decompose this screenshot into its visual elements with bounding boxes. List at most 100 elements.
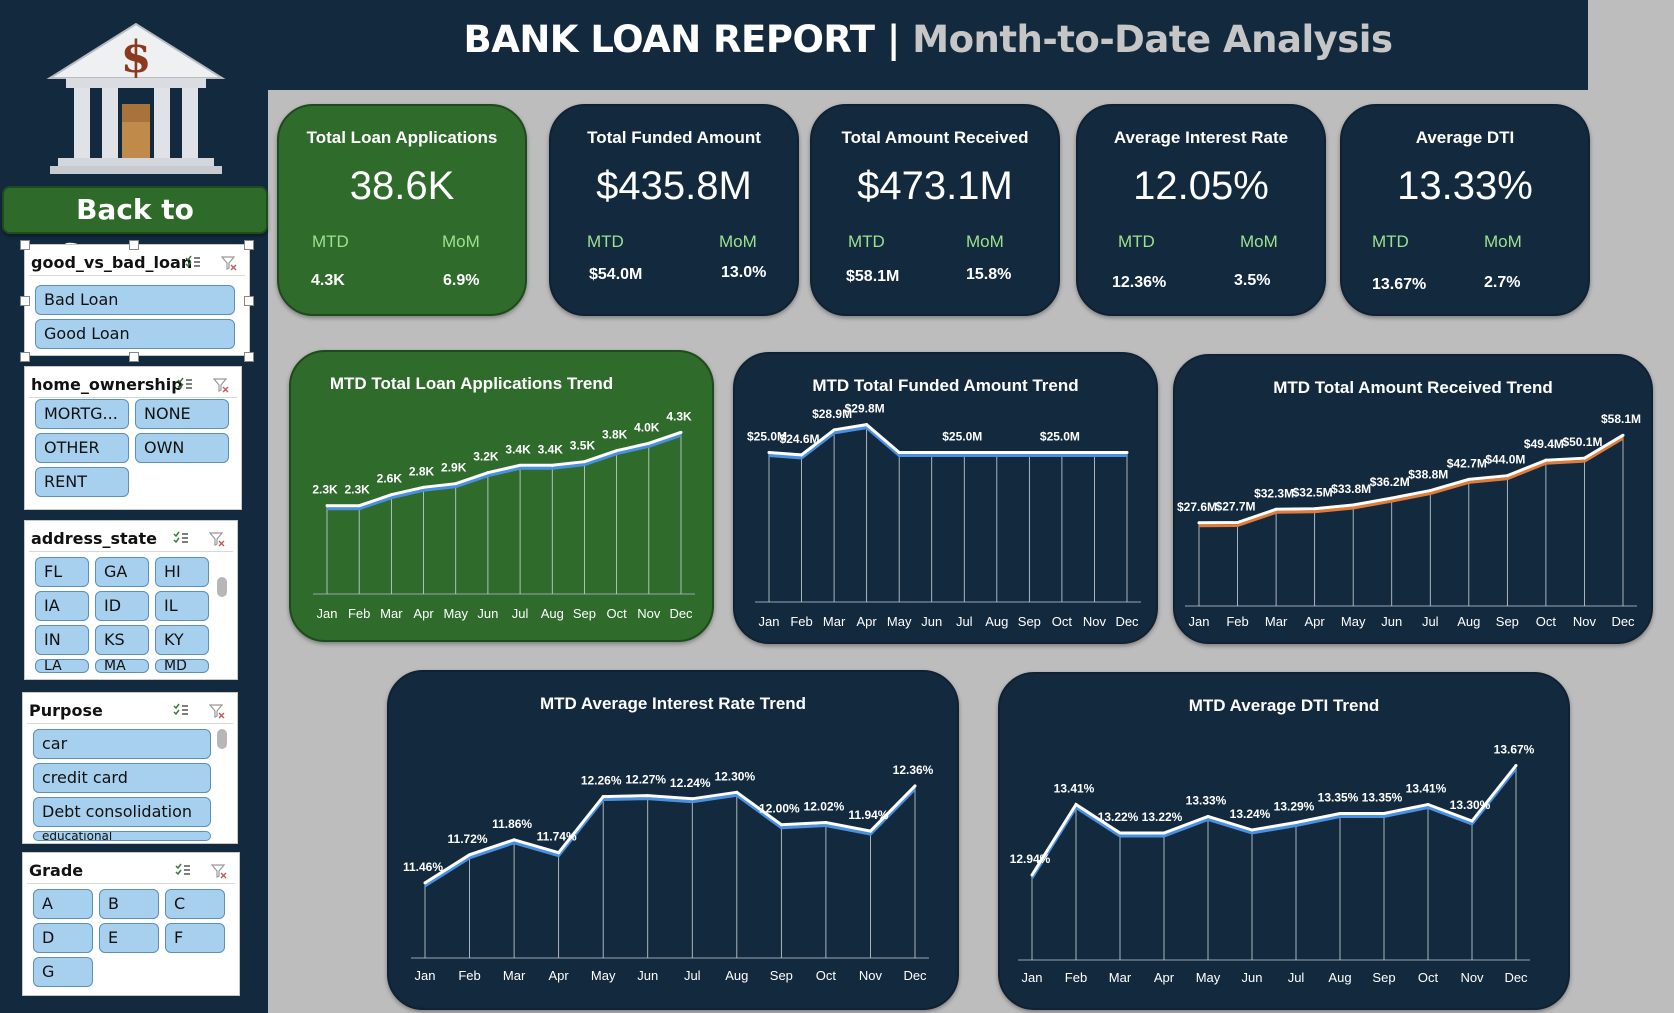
slicer-item-car[interactable]: car <box>33 729 211 759</box>
line-chart: 12.94%13.41%13.22% 13.22%13.33%13.24%13.2… <box>1010 743 1535 986</box>
slicer-item-grade-a[interactable]: A <box>33 889 93 919</box>
slicer-item-rent[interactable]: RENT <box>35 467 129 497</box>
x-tick-label: Apr <box>413 606 434 621</box>
scrollbar-thumb[interactable] <box>217 577 227 597</box>
slicer-item-md[interactable]: MD <box>155 659 209 673</box>
slicer-item-none[interactable]: NONE <box>135 399 229 429</box>
slicer-item-good-loan[interactable]: Good Loan <box>35 319 235 349</box>
clear-filter-icon[interactable] <box>221 255 237 271</box>
multi-select-icon[interactable] <box>173 531 189 545</box>
chart-panel-funded-amount: MTD Total Funded Amount Trend $25.0M $24.… <box>733 352 1158 644</box>
page-title: BANK LOAN REPORT | Month-to-Date Analysi… <box>268 18 1588 61</box>
selection-handle[interactable] <box>20 240 30 250</box>
selection-handle[interactable] <box>129 352 139 362</box>
data-point <box>832 428 836 432</box>
kpi-value: 12.05% <box>1133 164 1269 208</box>
multi-select-icon[interactable] <box>185 255 201 269</box>
x-tick-label: Aug <box>985 614 1008 629</box>
selection-handle[interactable] <box>244 296 254 306</box>
x-tick-label: Jan <box>1022 970 1043 985</box>
slicer-item-debt-consolidation[interactable]: Debt consolidation <box>33 797 211 827</box>
selection-handle[interactable] <box>129 240 139 250</box>
data-point <box>1426 803 1430 806</box>
page-title-main: BANK LOAN REPORT | <box>463 18 913 61</box>
x-tick-label: Apr <box>857 614 878 629</box>
slicer-item-credit-card[interactable]: credit card <box>33 763 211 793</box>
data-label: 13.24% <box>1230 807 1271 821</box>
kpi-mtd-label: MTD <box>848 232 885 251</box>
slicer-item-ia[interactable]: IA <box>35 591 89 621</box>
slicer-item-grade-d[interactable]: D <box>33 923 93 953</box>
selection-handle[interactable] <box>244 352 254 362</box>
kpi-value: 38.6K <box>349 164 455 208</box>
data-label: $28.9M <box>812 407 852 421</box>
data-label: $25.0M <box>747 430 787 444</box>
slicer-item-id[interactable]: ID <box>95 591 149 621</box>
kpi-title: Total Funded Amount <box>587 128 761 147</box>
slicer-item-ma[interactable]: MA <box>95 659 149 673</box>
slicer-item-grade-g[interactable]: G <box>33 957 93 987</box>
x-tick-label: Feb <box>790 614 812 629</box>
slicer-item-hi[interactable]: HI <box>155 557 209 587</box>
slicer-item-grade-f[interactable]: F <box>165 923 225 953</box>
kpi-mtd-value: 13.67% <box>1372 276 1427 293</box>
slicer-header: Purpose <box>27 697 233 724</box>
slicer-item-grade-b[interactable]: B <box>99 889 159 919</box>
data-label: 12.27% <box>625 773 666 787</box>
kpi-mom-value: 2.7% <box>1484 274 1521 291</box>
data-label: 13.35% <box>1318 791 1359 805</box>
data-point <box>422 485 426 489</box>
slicer-item-other[interactable]: OTHER <box>35 433 129 463</box>
data-point <box>1621 433 1625 437</box>
multi-select-icon[interactable] <box>173 703 189 717</box>
clear-filter-icon[interactable] <box>209 531 225 547</box>
slicer-item-mortgage[interactable]: MORTG... <box>35 399 129 429</box>
scrollbar-thumb[interactable] <box>217 729 227 749</box>
line-chart: 11.46% 11.72% 11.86% 11.74% 12.26% 12.27% 12.2… <box>403 763 934 983</box>
x-tick-label: Aug <box>1457 614 1480 629</box>
multi-select-icon[interactable] <box>177 377 193 391</box>
selection-handle[interactable] <box>20 296 30 306</box>
svg-text:$: $ <box>121 32 152 83</box>
data-point <box>1470 819 1474 823</box>
data-point <box>1505 474 1509 478</box>
data-point <box>735 790 739 794</box>
data-point <box>1274 507 1278 511</box>
slicer-title: Purpose <box>29 701 103 720</box>
slicer-item-in[interactable]: IN <box>35 625 89 655</box>
data-label: 13.22% <box>1142 810 1183 824</box>
series-line-shadow <box>768 426 1127 460</box>
series-line-shadow <box>424 787 917 888</box>
slicer-item-il[interactable]: IL <box>155 591 209 621</box>
data-label: 3.4K <box>505 442 531 456</box>
kpi-card-average-interest-rate: Average Interest Rate 12.05% MTD MoM 12.… <box>1076 104 1326 316</box>
slicer-item-grade-c[interactable]: C <box>165 889 225 919</box>
data-label: 13.41% <box>1406 782 1447 796</box>
selection-handle[interactable] <box>244 240 254 250</box>
clear-filter-icon[interactable] <box>211 863 227 879</box>
data-point <box>1250 828 1254 832</box>
data-point <box>557 851 561 855</box>
x-tick-label: Sep <box>770 968 793 983</box>
slicer-item-ks[interactable]: KS <box>95 625 149 655</box>
x-tick-label: Nov <box>1573 614 1597 629</box>
multi-select-icon[interactable] <box>175 863 191 877</box>
slicer-item-fl[interactable]: FL <box>35 557 89 587</box>
clear-filter-icon[interactable] <box>209 703 225 719</box>
kpi-mom-label: MoM <box>1484 232 1522 251</box>
slicer-item-la[interactable]: LA <box>35 659 89 673</box>
x-tick-label: Jan <box>1189 614 1210 629</box>
selection-handle[interactable] <box>20 352 30 362</box>
data-point <box>865 423 869 427</box>
kpi-mom-label: MoM <box>1240 232 1278 251</box>
slicer-item-own[interactable]: OWN <box>135 433 229 463</box>
slicer-item-educational[interactable]: educational <box>33 831 211 841</box>
slicer-item-ky[interactable]: KY <box>155 625 209 655</box>
grade-slicer: Grade A B C D E F G <box>22 852 240 996</box>
slicer-item-grade-e[interactable]: E <box>99 923 159 953</box>
back-to-summary-button[interactable]: Back to Summary <box>2 186 268 270</box>
data-label: 12.94% <box>1010 852 1051 866</box>
slicer-item-bad-loan[interactable]: Bad Loan <box>35 285 235 315</box>
slicer-item-ga[interactable]: GA <box>95 557 149 587</box>
clear-filter-icon[interactable] <box>213 377 229 393</box>
